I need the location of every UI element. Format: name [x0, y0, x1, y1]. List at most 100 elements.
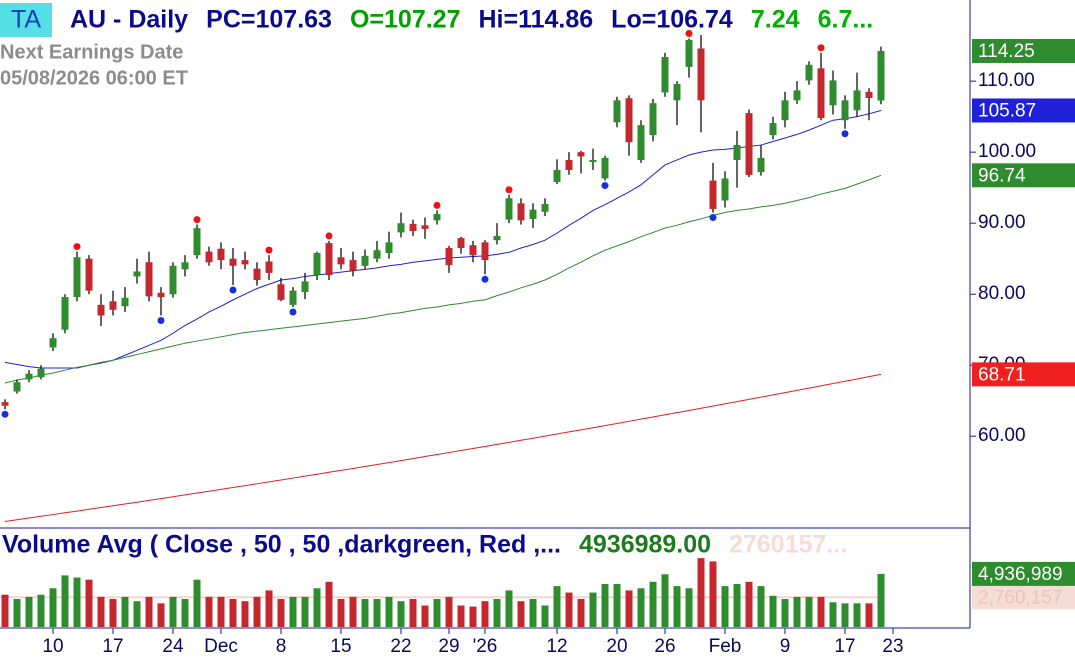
candle-body: [49, 338, 57, 348]
volume-bar: [145, 596, 153, 627]
x-tick-label: 26: [654, 636, 675, 657]
volume-bar: [613, 583, 621, 627]
x-tick-label: 12: [546, 636, 567, 657]
candle-body: [193, 228, 201, 256]
candle-body: [529, 209, 537, 219]
volume-bar: [325, 581, 333, 627]
candle-body: [121, 297, 129, 307]
value-badge: [972, 38, 1075, 63]
x-tick-label: 8: [276, 636, 287, 657]
volume-bar: [349, 596, 357, 627]
candle-body: [205, 251, 213, 263]
candle-body: [673, 83, 681, 101]
signal-low: [481, 275, 489, 283]
symbol-badge: [0, 3, 52, 37]
candle-body: [781, 100, 789, 121]
y-tick-label: 100.00: [978, 141, 1036, 162]
value-badge: [972, 98, 1075, 123]
signal-high: [685, 30, 693, 38]
volume-bar: [265, 590, 273, 627]
candle-body: [493, 235, 501, 241]
volume-bar: [301, 596, 309, 627]
candle-body: [841, 100, 849, 121]
stat: Hi=114.86: [478, 6, 593, 34]
value-badge: [972, 163, 1075, 188]
volume-bar: [685, 588, 693, 627]
volume-bar: [277, 599, 285, 627]
volume-bar: [457, 605, 465, 627]
volume-bar: [469, 606, 477, 627]
volume-bar: [169, 596, 177, 627]
x-tick-label: 22: [390, 636, 411, 657]
candle-body: [661, 57, 669, 93]
value-badge: [972, 561, 1075, 586]
volume-bar: [85, 579, 93, 627]
volume-bar: [421, 605, 429, 627]
moving-average: [4, 373, 882, 522]
volume-bar: [229, 599, 237, 627]
volume-bar: [493, 599, 501, 627]
candle-body: [697, 48, 705, 101]
volume-bar: [13, 599, 21, 627]
volume-bar: [589, 592, 597, 627]
volume-bar: [397, 601, 405, 627]
candle-body: [721, 178, 729, 201]
candle-body: [865, 91, 873, 98]
candle-body: [277, 284, 285, 300]
candle-body: [241, 260, 249, 265]
signal-high: [325, 232, 333, 240]
volume-bar: [289, 596, 297, 627]
value-badge: [972, 362, 1075, 387]
x-tick-label: 23: [882, 636, 903, 657]
volume-value: 4936989.00: [579, 531, 711, 559]
volume-bar: [757, 586, 765, 627]
candle-body: [577, 152, 585, 157]
x-tick-label: 10: [42, 636, 63, 657]
candle-body: [421, 225, 429, 229]
x-tick-label: '26: [473, 636, 498, 657]
volume-bar: [385, 596, 393, 627]
volume-bar: [553, 586, 561, 627]
candle-body: [433, 213, 441, 221]
candle-body: [97, 304, 105, 316]
x-tick-label: 15: [330, 636, 351, 657]
volume-bar: [361, 599, 369, 627]
volume-bar: [817, 596, 825, 627]
x-tick-label: 24: [162, 636, 184, 657]
volume-bar: [625, 590, 633, 627]
candle-body: [217, 248, 225, 261]
candle-body: [445, 248, 453, 266]
volume-bar: [697, 558, 705, 627]
candle-body: [829, 80, 837, 106]
volume-bar: [445, 596, 453, 627]
candle-body: [709, 180, 717, 209]
volume-bar: [61, 575, 69, 627]
candle-body: [253, 268, 261, 280]
x-tick-label: 17: [102, 636, 123, 657]
y-tick-label: 80.00: [978, 283, 1026, 304]
candle-body: [265, 261, 273, 273]
volume-bar: [721, 586, 729, 627]
signal-low: [709, 214, 717, 222]
stat: Lo=106.74: [611, 6, 733, 34]
volume-bar: [433, 599, 441, 627]
candle-body: [757, 157, 765, 173]
signal-low: [289, 308, 297, 316]
x-tick-label: 20: [606, 636, 627, 657]
candle-body: [157, 292, 165, 298]
signal-low: [601, 182, 609, 190]
signal-low: [229, 286, 237, 294]
candle-body: [409, 223, 417, 231]
volume-bar: [769, 595, 777, 627]
signal-high: [505, 186, 513, 194]
candle-body: [373, 250, 381, 259]
value-badge-label: 4,936,989: [978, 564, 1063, 585]
volume-bar: [829, 602, 837, 627]
volume-bar: [505, 590, 513, 627]
x-tick-label: 29: [438, 636, 459, 657]
volume-bar: [877, 573, 885, 627]
candle-body: [1, 402, 9, 406]
candle-body: [289, 290, 297, 305]
